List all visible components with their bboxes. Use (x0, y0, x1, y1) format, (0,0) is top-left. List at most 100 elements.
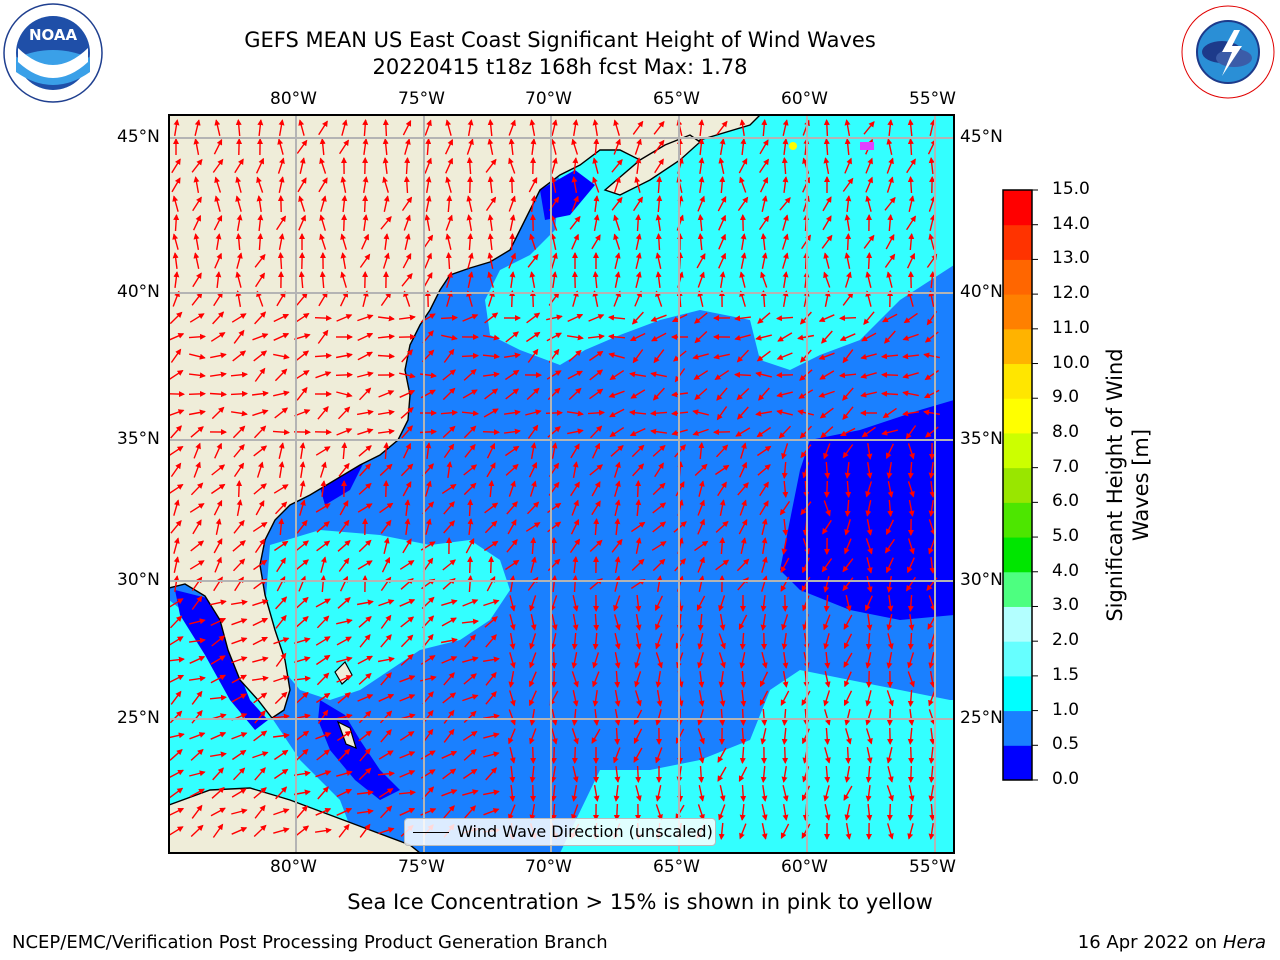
wind-arrow (654, 462, 664, 478)
wind-arrow (719, 138, 726, 156)
wind-arrow (252, 599, 269, 607)
wind-arrow (740, 442, 747, 459)
wind-arrow (608, 333, 626, 340)
sea-ice-note: Sea Ice Concentration > 15% is shown in … (347, 890, 933, 914)
colorbar-tick-label: 1.5 (1052, 664, 1080, 685)
wind-arrow (173, 575, 180, 593)
wind-arrow (484, 540, 499, 552)
wind-arrow (887, 499, 894, 517)
wind-arrow (781, 443, 789, 460)
wind-arrow (715, 520, 729, 533)
wind-arrow (713, 353, 730, 360)
wind-arrow (317, 406, 329, 420)
wind-arrow (908, 233, 915, 251)
wind-arrow (272, 429, 290, 436)
wind-arrow (570, 443, 580, 459)
wind-arrow (718, 157, 725, 174)
wind-arrow (401, 349, 413, 363)
wind-arrow (464, 443, 476, 458)
wind-arrow (865, 595, 873, 612)
wind-arrow (735, 427, 751, 437)
wind-arrow (719, 613, 726, 631)
wind-arrow (760, 233, 767, 251)
wind-arrow (881, 429, 898, 436)
wind-arrow (403, 176, 410, 194)
wind-arrow (613, 214, 621, 231)
wind-arrow (715, 444, 729, 458)
wind-arrow (865, 195, 872, 212)
wind-arrow (929, 271, 936, 289)
wind-arrow (593, 613, 600, 631)
lon-label-bottom-65w: 65°W (653, 857, 700, 877)
wind-arrow (382, 119, 389, 137)
wind-arrow (845, 746, 852, 764)
wind-arrow (232, 540, 246, 552)
wind-arrow (299, 461, 306, 479)
wind-arrow (320, 480, 327, 497)
wind-arrow (653, 120, 665, 135)
wind-arrow (169, 311, 183, 325)
wind-arrow (173, 271, 180, 288)
wind-arrow (441, 334, 458, 341)
wind-arrow (188, 390, 206, 397)
wind-arrow (823, 500, 831, 517)
wind-arrow (631, 444, 645, 458)
wind-arrow (314, 352, 332, 359)
wind-arrow (613, 138, 621, 155)
wind-arrow (593, 195, 600, 212)
wind-arrow (420, 372, 437, 379)
colorbar-swatch (1003, 398, 1032, 434)
wind-arrow (298, 271, 305, 289)
wind-arrow (236, 499, 243, 517)
colorbar-swatch (1003, 502, 1032, 538)
wind-arrow (299, 157, 306, 174)
wind-arrow (192, 196, 202, 212)
wind-arrow (527, 424, 539, 439)
wind-arrow (254, 367, 266, 382)
wind-arrow (189, 503, 205, 513)
lat-label-left-30n: 30°N (117, 570, 160, 590)
wind-arrow (487, 119, 494, 137)
wind-arrow (633, 196, 643, 212)
wind-arrow (467, 233, 474, 251)
wind-arrow (399, 314, 416, 321)
wind-arrow (738, 158, 748, 174)
wind-arrow (209, 371, 227, 378)
wind-arrow (781, 614, 789, 631)
wind-arrow (884, 253, 896, 268)
wind-arrow (298, 119, 305, 136)
wind-arrow (336, 391, 353, 398)
wind-arrow (776, 352, 793, 360)
wind-arrow (357, 351, 373, 361)
colorbar-tick-label: 13.0 (1052, 248, 1090, 269)
wind-arrow (232, 558, 246, 572)
wind-arrow (193, 176, 200, 194)
wind-arrow (714, 370, 730, 380)
wind-arrow (593, 138, 600, 156)
wind-arrow (866, 614, 873, 631)
wind-arrow (526, 331, 541, 343)
wind-arrow (782, 746, 789, 764)
wind-arrow (614, 271, 621, 288)
wind-arrow (781, 233, 789, 250)
wind-arrow (503, 409, 521, 416)
wind-arrow (172, 233, 179, 250)
wind-arrow (378, 315, 395, 322)
wind-arrow (651, 541, 667, 551)
wind-arrow (589, 539, 603, 553)
wind-arrow (819, 407, 834, 419)
wind-arrow (592, 652, 600, 669)
wind-arrow (761, 518, 768, 535)
wind-arrow (567, 313, 584, 323)
wind-arrow (336, 618, 353, 625)
wind-arrow (863, 234, 875, 249)
wind-arrow (739, 176, 747, 193)
wind-arrow (589, 388, 604, 400)
wind-arrow (193, 138, 200, 156)
wind-arrow (569, 538, 581, 553)
wind-arrow (738, 614, 748, 630)
wind-arrow (614, 727, 621, 745)
footer-branch: NCEP/EMC/Verification Post Processing Pr… (12, 932, 608, 953)
wind-arrow (907, 443, 915, 460)
wind-arrow (611, 196, 623, 211)
